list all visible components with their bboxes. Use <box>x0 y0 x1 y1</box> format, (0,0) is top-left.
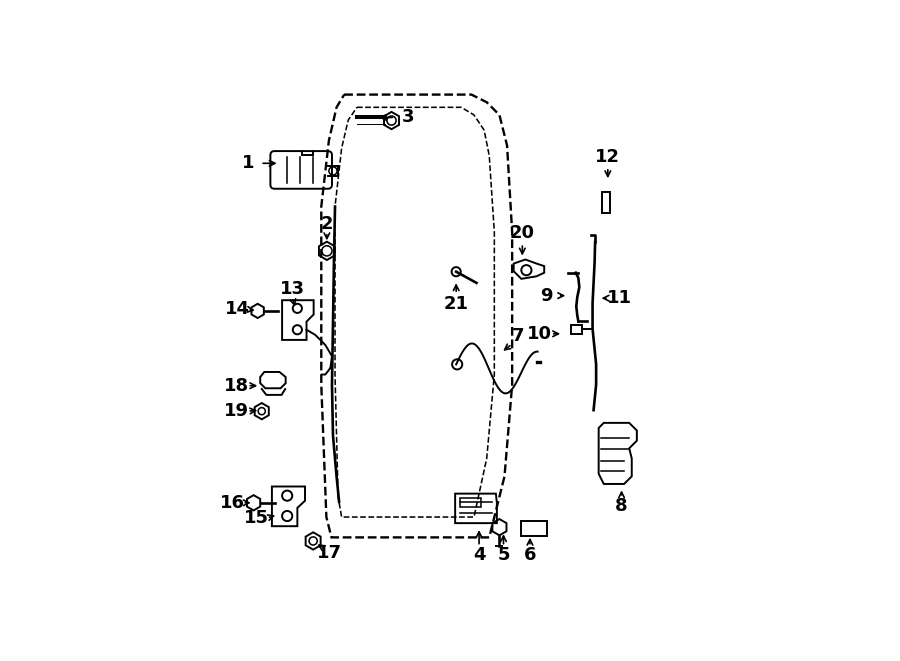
Text: 4: 4 <box>472 546 485 564</box>
Text: 17: 17 <box>318 543 342 562</box>
Text: 1: 1 <box>242 154 255 173</box>
Text: 15: 15 <box>244 509 269 527</box>
Text: 18: 18 <box>224 377 248 395</box>
Text: 8: 8 <box>616 497 628 515</box>
Text: 13: 13 <box>280 280 305 298</box>
Text: 16: 16 <box>220 494 245 512</box>
Text: 10: 10 <box>526 325 552 343</box>
Text: 12: 12 <box>595 147 620 166</box>
Text: 2: 2 <box>320 215 333 233</box>
Text: 6: 6 <box>524 546 536 564</box>
Text: 14: 14 <box>225 300 250 319</box>
Text: 11: 11 <box>607 289 632 307</box>
Text: 20: 20 <box>509 224 535 242</box>
Text: 19: 19 <box>224 402 248 420</box>
Text: 9: 9 <box>541 287 553 305</box>
Text: 7: 7 <box>512 327 525 345</box>
Text: 5: 5 <box>497 546 509 564</box>
Text: 3: 3 <box>401 108 414 126</box>
Text: 21: 21 <box>444 295 469 313</box>
